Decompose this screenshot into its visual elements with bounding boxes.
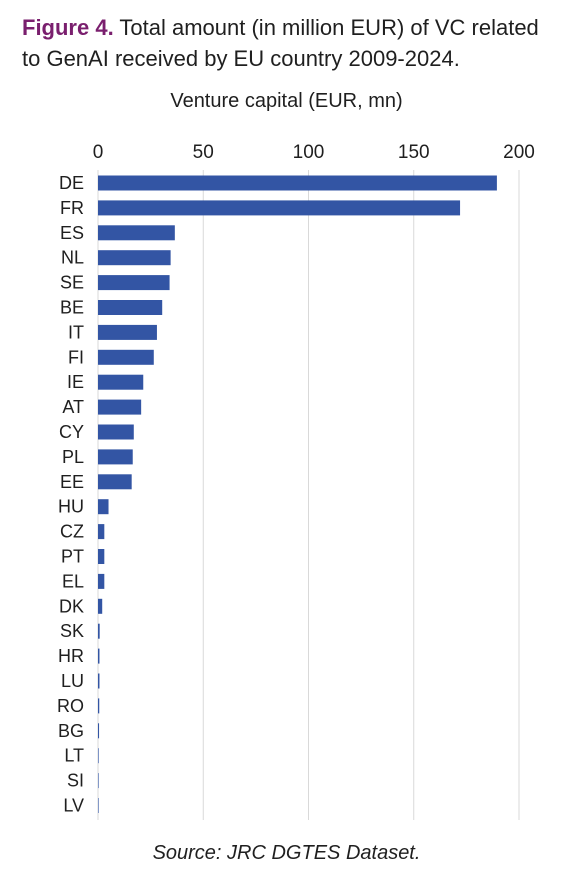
bar-de: [98, 175, 497, 191]
y-category-label: DK: [59, 596, 84, 616]
bar-sk: [98, 623, 100, 639]
bar-it: [98, 324, 157, 340]
bar-be: [98, 300, 163, 315]
bar-lu: [98, 673, 100, 689]
bar-bg: [98, 723, 100, 739]
x-tick-label: 0: [93, 142, 104, 163]
y-category-label: NL: [61, 248, 84, 268]
bar-cy: [98, 424, 134, 440]
bar-hu: [98, 499, 109, 515]
y-category-label: IE: [67, 372, 84, 392]
bar-at: [98, 399, 142, 415]
bar-chart: 0 50 100 150 200 DE FR ES NL SE BE IT FI IE AT CY PL EE HU…: [57, 142, 535, 820]
y-category-label: BE: [60, 298, 84, 318]
y-category-label: EL: [62, 571, 84, 591]
bar-pt: [98, 549, 105, 564]
y-category-label: LT: [64, 746, 84, 766]
y-category-label: SI: [67, 771, 84, 791]
bar-pl: [98, 449, 133, 465]
y-category-label: SK: [60, 621, 84, 641]
y-category-label: LV: [63, 796, 84, 816]
figure-caption-text: Total amount (in million EUR) of VC rela…: [22, 15, 539, 71]
chart-title: Venture capital (EUR, mn): [170, 90, 403, 112]
bar-cz: [98, 524, 105, 540]
y-category-label: SE: [60, 273, 84, 293]
y-category-label: ES: [60, 223, 84, 243]
bar-nl: [98, 250, 171, 266]
y-category-label: LU: [61, 671, 84, 691]
y-category-label: HU: [58, 497, 84, 517]
bar-lt: [98, 748, 99, 764]
x-tick-label: 100: [293, 142, 325, 163]
y-category-label: CY: [59, 422, 84, 442]
y-category-label: PT: [61, 547, 84, 567]
y-category-label: EE: [60, 472, 84, 492]
figure-caption: Figure 4. Total amount (in million EUR) …: [22, 12, 562, 74]
y-category-label: BG: [58, 721, 84, 741]
bar-ro: [98, 698, 100, 714]
bar-se: [98, 275, 170, 291]
bar-ee: [98, 474, 132, 490]
bar-ie: [98, 374, 144, 390]
x-tick-label: 150: [398, 142, 430, 163]
y-category-label: HR: [58, 646, 84, 666]
bar-hr: [98, 648, 100, 664]
bar-si: [98, 773, 99, 789]
x-tick-label: 50: [193, 142, 214, 163]
bar-fr: [98, 200, 461, 216]
bar-fi: [98, 349, 154, 365]
y-category-label: AT: [62, 397, 84, 417]
bar-dk: [98, 598, 103, 614]
y-category-label: DE: [59, 173, 84, 193]
source-note: Source: JRC DGTES Dataset.: [152, 842, 421, 864]
bar-el: [98, 573, 105, 589]
y-category-label: IT: [68, 322, 84, 342]
y-category-label: FI: [68, 347, 84, 367]
bar-lv: [98, 798, 99, 813]
y-category-label: CZ: [60, 522, 84, 542]
bar-es: [98, 225, 175, 241]
y-category-label: PL: [62, 447, 84, 467]
y-category-label: FR: [60, 198, 84, 218]
figure-label: Figure 4.: [22, 15, 114, 40]
x-tick-label: 200: [503, 142, 535, 163]
y-category-label: RO: [57, 696, 84, 716]
